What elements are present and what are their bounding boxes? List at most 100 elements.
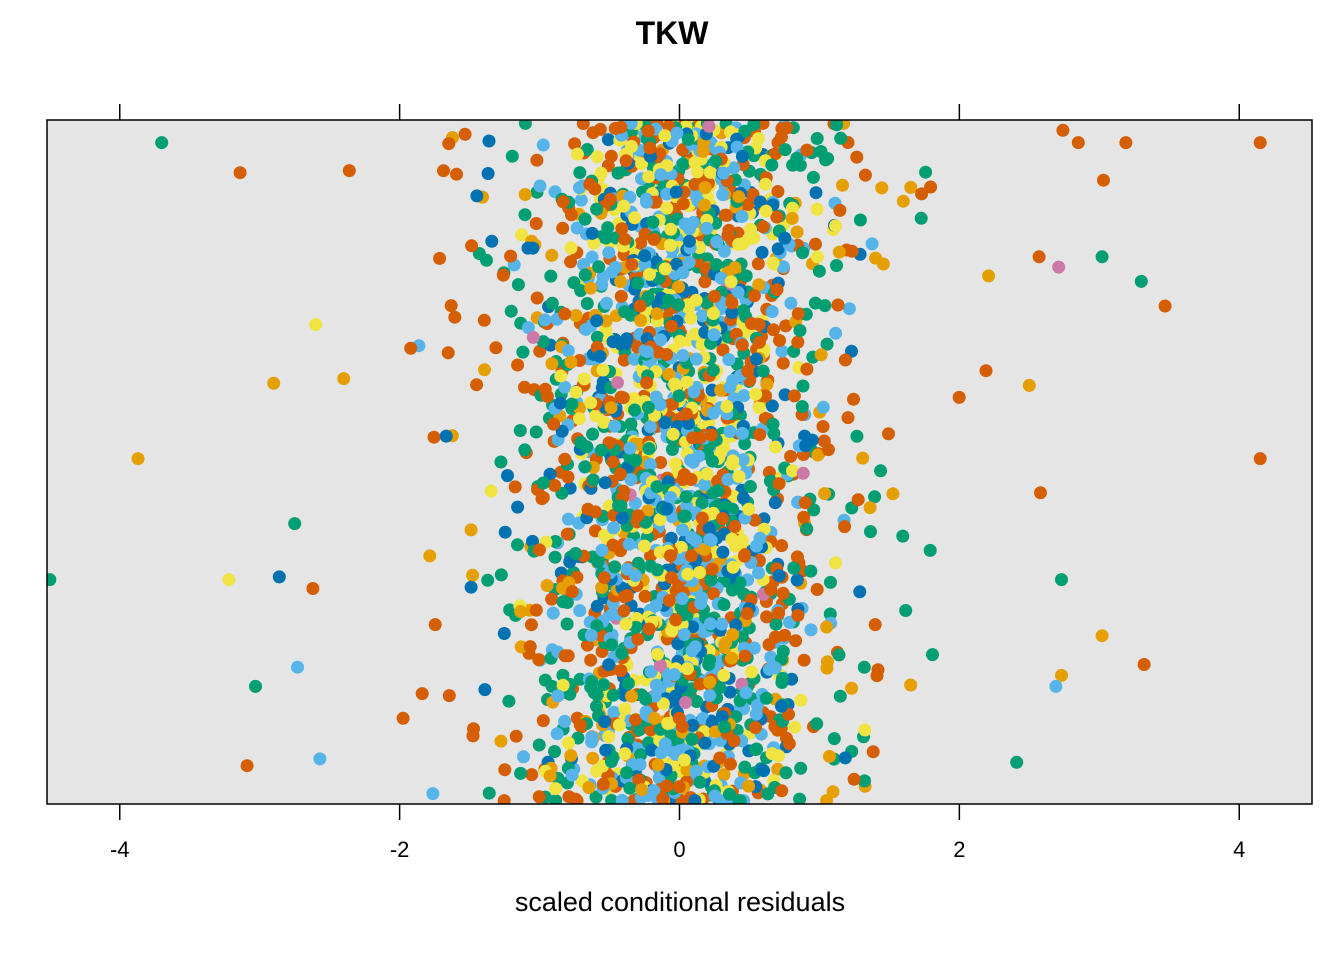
- residual-point: [698, 181, 712, 195]
- residual-point: [851, 493, 865, 507]
- residual-point: [672, 389, 686, 403]
- residual-point: [529, 603, 543, 617]
- residual-point: [700, 467, 714, 481]
- residual-point: [664, 549, 677, 563]
- residual-point: [618, 305, 632, 319]
- residual-point: [832, 648, 846, 662]
- residual-point: [876, 257, 890, 271]
- residual-point: [497, 627, 511, 640]
- residual-point: [651, 758, 665, 772]
- residual-point: [614, 499, 628, 513]
- residual-point: [676, 157, 690, 171]
- residual-point: [717, 244, 731, 258]
- residual-point: [634, 314, 648, 327]
- residual-point: [644, 723, 658, 737]
- residual-point: [444, 299, 458, 313]
- residual-point: [47, 573, 57, 587]
- residual-point: [396, 711, 410, 725]
- residual-point: [428, 618, 442, 632]
- residual-point: [622, 537, 636, 551]
- residual-point: [497, 794, 511, 804]
- residual-point: [634, 748, 648, 762]
- residual-point: [532, 738, 546, 752]
- x-tick-label: -4: [110, 837, 130, 862]
- residual-point: [565, 397, 579, 411]
- residual-point: [558, 649, 572, 663]
- residual-point: [874, 464, 888, 478]
- residual-point: [514, 766, 528, 780]
- residual-point: [682, 234, 696, 248]
- residual-point: [617, 353, 631, 367]
- residual-point: [591, 555, 605, 569]
- residual-point: [747, 289, 761, 303]
- residual-point: [688, 327, 702, 341]
- residual-point: [680, 375, 694, 389]
- residual-point: [478, 363, 491, 377]
- residual-point: [812, 264, 826, 278]
- residual-point: [904, 180, 918, 194]
- residual-point: [556, 678, 570, 692]
- residual-point: [820, 337, 834, 351]
- residual-point: [752, 401, 766, 415]
- residual-point: [653, 513, 667, 527]
- residual-point: [584, 628, 598, 642]
- top-axis-ticks: [119, 104, 1240, 120]
- residual-point: [809, 186, 823, 200]
- residual-point: [776, 260, 790, 274]
- residual-point: [750, 742, 764, 756]
- residual-point: [619, 154, 633, 168]
- residual-point: [638, 589, 652, 603]
- residual-point: [1022, 378, 1036, 392]
- residual-point: [716, 188, 730, 202]
- residual-point: [654, 746, 668, 760]
- residual-point: [745, 665, 759, 679]
- residual-point: [693, 566, 707, 579]
- residual-point: [688, 177, 702, 191]
- residual-point: [725, 296, 739, 310]
- residual-point: [952, 390, 966, 404]
- residual-point: [709, 154, 722, 168]
- residual-point: [594, 443, 608, 457]
- residual-point: [647, 232, 661, 246]
- residual-point: [690, 165, 704, 179]
- residual-point: [1253, 452, 1267, 466]
- residual-point: [617, 199, 631, 213]
- residual-point: [1134, 274, 1148, 288]
- residual-point: [540, 389, 554, 403]
- residual-point: [698, 542, 712, 556]
- residual-point: [624, 473, 638, 487]
- residual-point: [676, 349, 690, 362]
- residual-point: [751, 132, 765, 146]
- residual-point: [847, 392, 860, 406]
- residual-point: [530, 153, 544, 167]
- residual-point: [656, 697, 670, 711]
- residual-point: [1055, 573, 1068, 587]
- residual-point: [631, 632, 645, 646]
- residual-point: [919, 165, 933, 179]
- residual-point: [752, 335, 766, 349]
- residual-point: [597, 571, 611, 585]
- residual-point: [715, 710, 729, 724]
- residual-point: [1119, 136, 1133, 150]
- residual-point: [548, 550, 562, 564]
- residual-point: [603, 192, 617, 206]
- residual-point: [573, 718, 587, 732]
- residual-point: [631, 509, 645, 523]
- residual-point: [470, 189, 484, 203]
- residual-point: [465, 239, 479, 253]
- residual-point: [716, 512, 730, 526]
- residual-point: [775, 539, 789, 553]
- residual-point: [693, 241, 706, 255]
- residual-point: [738, 437, 752, 451]
- residual-point: [661, 716, 675, 730]
- residual-point: [904, 678, 918, 692]
- residual-point: [693, 775, 707, 789]
- residual-point: [647, 784, 661, 798]
- residual-point: [558, 452, 572, 466]
- residual-point: [686, 718, 700, 732]
- residual-point: [477, 313, 491, 327]
- residual-point: [549, 782, 563, 796]
- residual-point: [665, 443, 679, 456]
- residual-point: [625, 689, 638, 703]
